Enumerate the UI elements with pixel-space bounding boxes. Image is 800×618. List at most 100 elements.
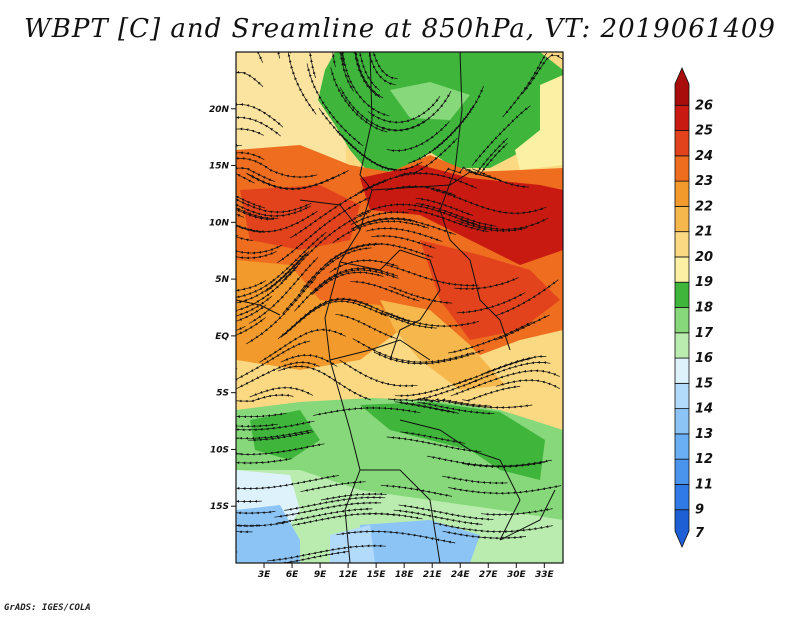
streamline [236,127,264,158]
streamline [335,129,423,172]
streamline [431,85,484,152]
colorbar-label: 21 [695,225,713,240]
streamline [236,300,237,302]
colorbar-label: 22 [695,199,713,214]
streamline [442,530,527,540]
streamline [482,355,547,375]
colorbar-label: 9 [695,503,704,518]
streamline [415,203,497,228]
lat-tick-label: EQ [215,332,229,342]
lat-tick-label: 15N [209,162,230,172]
plot-frame [235,51,564,564]
streamline [236,514,253,534]
colorbar-segment [674,256,690,283]
streamline [236,437,239,439]
streamline [332,219,430,244]
colorbar-label: 7 [695,526,705,541]
colorbar-segment [674,458,690,485]
streamline [282,246,372,314]
lon-tick-label: 24E [451,570,471,580]
streamline [286,52,317,115]
streamline [236,156,318,179]
streamline [236,502,276,515]
streamline [400,431,466,445]
colorbar-label: 16 [695,351,713,366]
map-plot-area [236,52,563,563]
colorbar-label: 11 [695,477,713,492]
lon-tick-label: 12E [339,570,359,580]
latitude-axis: 20N 15N 10N 5N EQ 5S 10S 15S [209,105,236,512]
streamline [236,429,313,440]
colorbar-segment [674,155,690,182]
streamline [362,512,423,520]
colorbar-segment [674,231,690,258]
streamline [393,509,483,526]
plot-title: WBPT [C] and Sreamline at 850hPa, VT: 20… [24,14,776,44]
colorbar-segment [674,433,690,460]
credit-text: GrADS: IGES/COLA [4,603,91,613]
streamline [236,393,294,403]
streamline [413,397,533,409]
streamline [241,550,350,563]
streamline [462,385,521,402]
colorbar-segment [674,509,690,548]
lat-tick-label: 5S [216,389,229,399]
streamline [454,277,519,291]
lon-tick-label: 9E [314,570,327,580]
colorbar-segment [674,205,690,233]
colorbar-segment [674,130,690,157]
colorbar-segment [674,180,690,207]
streamline [339,359,418,388]
colorbar-segment [674,408,690,435]
streamline [236,551,238,553]
streamline [386,436,482,453]
streamline [480,508,553,516]
streamline [236,474,339,490]
colorbar-segment [674,484,690,511]
streamline [236,457,292,465]
streamline [236,103,284,128]
streamline [277,507,373,524]
streamline [236,280,267,293]
streamline [236,420,315,432]
country-borders [236,52,556,563]
streamline [388,285,453,305]
streamline [236,192,245,218]
colorbar-segment [674,281,690,308]
colorbar-label: 15 [695,376,713,391]
lat-tick-label: 5N [215,275,229,285]
lon-tick-label: 18E [395,570,415,580]
lon-tick-label: 33E [535,570,555,580]
lon-tick-label: 27E [479,570,499,580]
streamline [236,304,267,327]
colorbar-label: 12 [695,452,713,467]
streamline [290,52,292,54]
lon-tick-label: 21E [423,570,443,580]
lon-tick-label: 6E [286,570,299,580]
streamline [427,455,552,468]
streamline [502,52,547,118]
lon-tick-label: 30E [507,570,527,580]
streamline [495,314,550,341]
streamline [333,52,345,67]
streamline [380,484,452,497]
streamline [236,518,289,528]
lat-tick-label: 15S [210,502,229,512]
streamline [236,340,311,386]
streamline [236,235,277,260]
lon-tick-label: 3E [258,570,271,580]
colorbar-segment [674,332,690,359]
colorbar-label: 17 [695,326,714,341]
streamline [236,166,276,182]
streamline [442,475,508,485]
streamline [336,529,456,544]
colorbar-label: 26 [695,98,713,113]
streamline [236,443,325,456]
streamline [236,52,281,59]
colorbar-label: 19 [695,275,713,290]
streamline [373,349,485,366]
streamline [456,292,526,314]
streamline [394,401,454,413]
streamline [328,52,329,53]
